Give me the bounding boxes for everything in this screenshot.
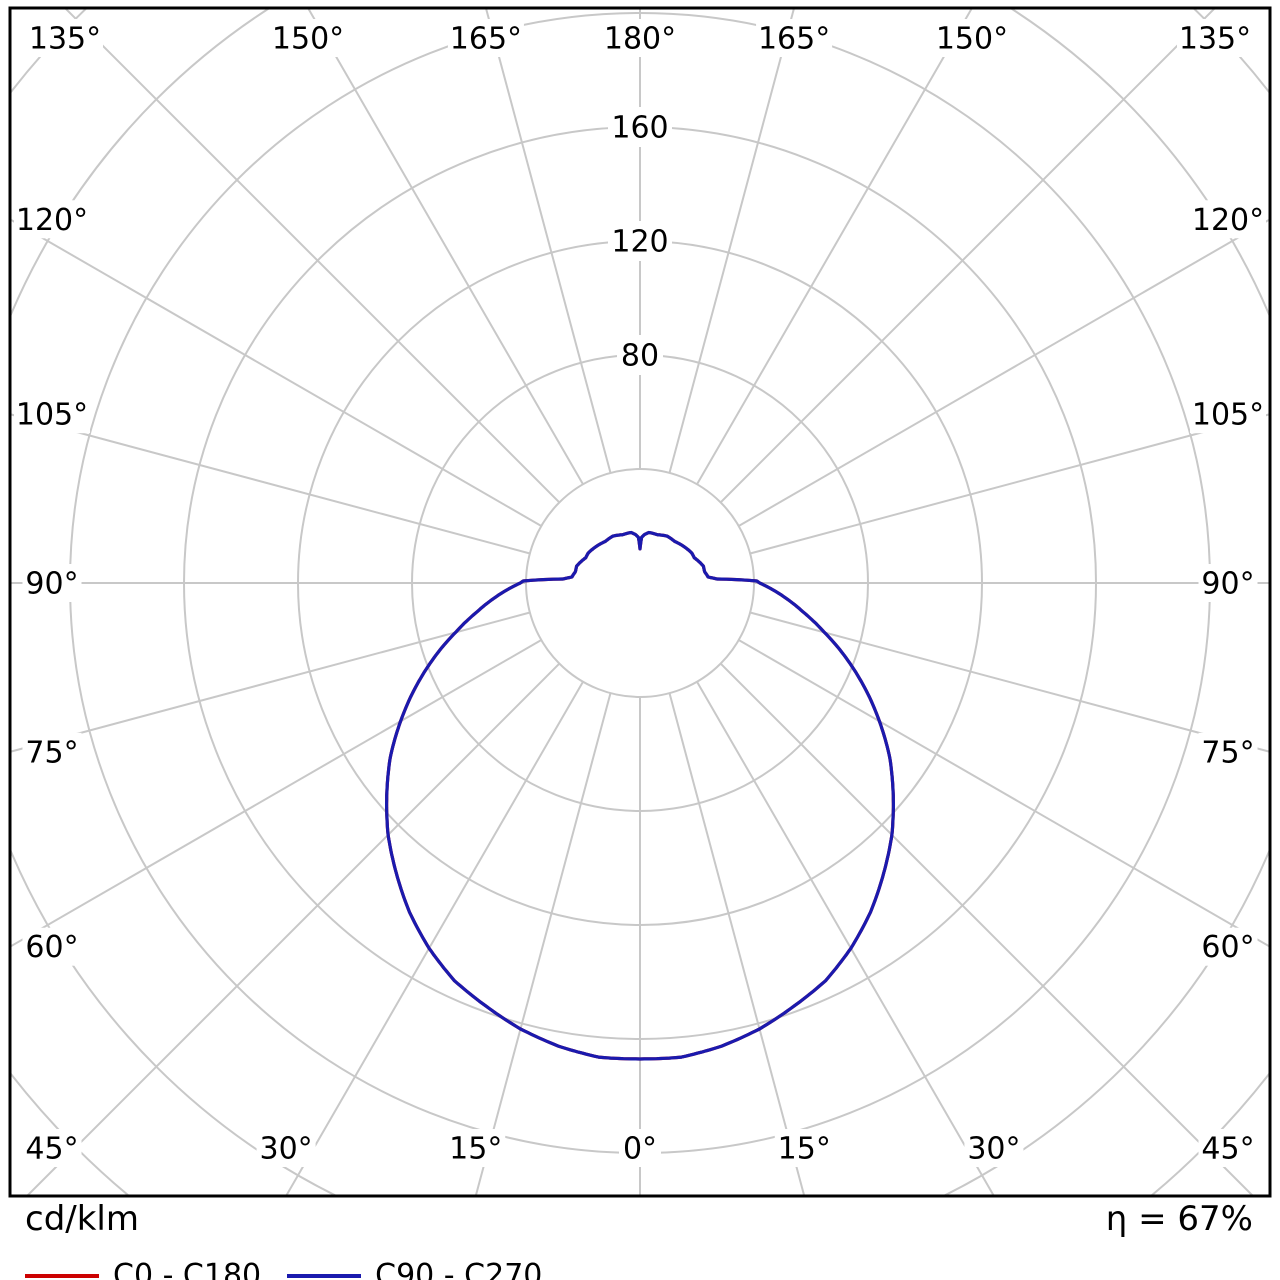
radial-tick-mask xyxy=(608,107,672,147)
angle-label-mask xyxy=(22,564,82,602)
grid-spoke xyxy=(11,611,531,753)
plot-frame xyxy=(8,6,1272,1198)
angle-label: 150° xyxy=(272,22,344,57)
grid-spoke xyxy=(11,413,531,555)
grid-spoke xyxy=(475,692,612,1195)
angle-label: 180° xyxy=(604,22,676,57)
grid-circle xyxy=(525,468,755,698)
angle-label: 135° xyxy=(1179,22,1251,57)
legend-label-c0-c180: C0 - C180 xyxy=(113,1258,262,1280)
grid-spoke xyxy=(307,9,584,485)
angle-label: 120° xyxy=(16,203,88,238)
angle-label: 120° xyxy=(1192,203,1264,238)
polar-grid xyxy=(11,9,1269,1195)
angle-label-mask xyxy=(256,1129,316,1167)
angle-label-mask xyxy=(1198,564,1258,602)
radial-tick-label: 120 xyxy=(611,225,668,260)
angle-label: 60° xyxy=(25,930,78,965)
angle-label: 30° xyxy=(967,1132,1020,1167)
angle-label: 75° xyxy=(25,735,78,770)
grid-spoke xyxy=(11,218,542,527)
grid-spoke xyxy=(749,611,1269,753)
grid-spoke xyxy=(27,662,561,1195)
angle-label: 105° xyxy=(16,398,88,433)
angle-label: 135° xyxy=(29,22,101,57)
intensity-curves xyxy=(385,530,895,1061)
grid-spoke xyxy=(696,681,995,1195)
units-label: cd/klm xyxy=(25,1199,139,1239)
curve-c90-c270 xyxy=(385,530,895,1061)
angle-label: 60° xyxy=(1201,930,1254,965)
grid-spoke xyxy=(738,218,1269,527)
angle-label-mask xyxy=(1198,732,1258,771)
grid-spoke xyxy=(749,413,1269,555)
angle-label: 15° xyxy=(778,1132,831,1167)
efficiency-label: η = 67% xyxy=(1105,1199,1253,1239)
radial-tick-mask xyxy=(608,221,672,261)
angle-label-mask xyxy=(933,19,1010,57)
angle-label-mask xyxy=(964,1129,1024,1167)
radial-tick-label: 80 xyxy=(621,339,659,374)
angle-label: 30° xyxy=(259,1132,312,1167)
angle-label-mask xyxy=(22,732,82,771)
angle-label-mask xyxy=(1198,1129,1258,1167)
angle-label: 90° xyxy=(25,567,78,602)
polar-photometric-chart: 80 120 160 0° 15° 15° 30° 30° 45° 45° 60° 60° 75° 75°… xyxy=(8,6,1272,1198)
angle-label: 0° xyxy=(623,1132,657,1167)
grid-spoke xyxy=(668,9,795,474)
angle-label: 150° xyxy=(936,22,1008,57)
angle-label: 45° xyxy=(1201,1132,1254,1167)
legend: C0 - C180 C90 - C270 xyxy=(25,1261,568,1280)
grid-spoke xyxy=(719,9,1215,504)
angle-label: 165° xyxy=(450,22,522,57)
angle-label-mask xyxy=(602,19,678,57)
grid-spoke xyxy=(696,9,973,485)
angle-label-mask xyxy=(774,1129,834,1167)
legend-label-c90-c270: C90 - C270 xyxy=(375,1258,543,1280)
grid-spoke xyxy=(11,639,542,948)
angle-label-mask xyxy=(27,19,103,57)
angle-label: 105° xyxy=(1192,398,1264,433)
axis-labels: 80 120 160 0° 15° 15° 30° 30° 45° 45° 60° 60° 75° 75°… xyxy=(14,19,1266,1167)
angle-label-mask xyxy=(756,19,833,57)
grid-spoke xyxy=(485,9,612,474)
angle-label: 75° xyxy=(1201,735,1254,770)
angle-label-mask xyxy=(1198,927,1258,966)
angle-label-mask xyxy=(14,395,90,434)
angle-label-mask xyxy=(447,19,524,57)
grid-spoke xyxy=(719,662,1253,1195)
angle-label: 15° xyxy=(449,1132,502,1167)
angle-label-mask xyxy=(14,200,90,239)
grid-spoke xyxy=(285,681,584,1195)
grid-spoke xyxy=(738,639,1269,948)
angle-label-mask xyxy=(619,1129,661,1167)
radial-tick-label: 160 xyxy=(611,111,668,146)
radial-tick-mask xyxy=(617,335,663,375)
angle-label-mask xyxy=(270,19,347,57)
grid-spoke xyxy=(668,692,805,1195)
angle-label: 45° xyxy=(25,1132,78,1167)
angle-label-mask xyxy=(22,1129,82,1167)
angle-label-mask xyxy=(1177,19,1253,57)
angle-label-mask xyxy=(22,927,82,966)
grid-spoke xyxy=(65,9,561,504)
angle-label-mask xyxy=(446,1129,506,1167)
angle-label: 165° xyxy=(758,22,830,57)
angle-label-mask xyxy=(1190,395,1266,434)
legend-swatch-c90-c270 xyxy=(287,1274,362,1278)
legend-swatch-c0-c180 xyxy=(25,1274,99,1278)
angle-label-mask xyxy=(1190,200,1266,239)
angle-label: 90° xyxy=(1201,567,1254,602)
